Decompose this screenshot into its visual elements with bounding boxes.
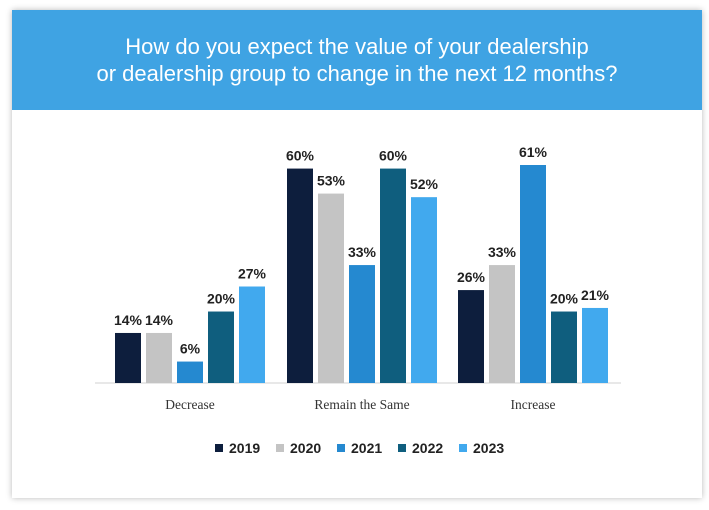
chart-card: How do you expect the value of your deal…: [12, 10, 702, 498]
legend-label-2022: 2022: [412, 440, 443, 456]
value-label-remain-the-same-2023: 52%: [410, 176, 439, 192]
value-label-remain-the-same-2021: 33%: [348, 244, 377, 260]
value-label-decrease-2020: 14%: [145, 312, 174, 328]
bar-decrease-2023: [239, 286, 265, 383]
bar-remain-the-same-2021: [349, 265, 375, 383]
chart-title: How do you expect the value of your deal…: [96, 34, 618, 86]
category-label-decrease: Decrease: [165, 397, 214, 412]
value-label-increase-2021: 61%: [519, 144, 548, 160]
legend-swatch-2019: [215, 444, 223, 452]
legend-swatch-2022: [398, 444, 406, 452]
value-label-decrease-2019: 14%: [114, 312, 143, 328]
value-label-decrease-2021: 6%: [180, 341, 201, 357]
bar-decrease-2019: [115, 332, 141, 383]
bar-decrease-2022: [208, 311, 234, 383]
value-label-increase-2020: 33%: [488, 244, 517, 260]
bar-increase-2022: [551, 311, 577, 383]
category-labels-group: Decrease Remain the Same Increase: [165, 397, 555, 412]
value-label-remain-the-same-2020: 53%: [317, 173, 346, 189]
bar-increase-2020: [489, 265, 515, 383]
legend-swatch-2023: [459, 444, 467, 452]
value-labels-group: 14% 14%6%20%27%60%53%33%60%52%26%33%61%20…: [114, 144, 610, 357]
bar-increase-2019: [458, 290, 484, 383]
bar-remain-the-same-2020: [318, 193, 344, 383]
category-label-increase: Increase: [511, 397, 556, 412]
value-label-decrease-2022: 20%: [207, 291, 236, 307]
legend-swatch-2021: [337, 444, 345, 452]
value-label-decrease-2023: 27%: [238, 266, 267, 282]
bar-remain-the-same-2023: [411, 197, 437, 383]
bars-group: [115, 165, 608, 383]
bar-decrease-2020: [146, 332, 172, 383]
value-label-remain-the-same-2022: 60%: [379, 148, 408, 164]
chart-header: How do you expect the value of your deal…: [12, 10, 702, 110]
bar-increase-2023: [582, 307, 608, 383]
legend-swatch-2020: [276, 444, 284, 452]
bar-decrease-2021: [177, 361, 203, 383]
bar-remain-the-same-2022: [380, 168, 406, 383]
legend-label-2023: 2023: [473, 440, 504, 456]
value-label-increase-2022: 20%: [550, 291, 579, 307]
value-label-increase-2023: 21%: [581, 287, 610, 303]
legend: 2019 2020 2021 2022 2023: [215, 440, 504, 456]
bar-increase-2021: [520, 165, 546, 383]
bar-remain-the-same-2019: [287, 168, 313, 383]
legend-label-2021: 2021: [351, 440, 382, 456]
value-label-increase-2019: 26%: [457, 269, 486, 285]
category-label-remain-the-same: Remain the Same: [314, 397, 409, 412]
value-label-remain-the-same-2019: 60%: [286, 148, 315, 164]
legend-label-2019: 2019: [229, 440, 260, 456]
legend-label-2020: 2020: [290, 440, 321, 456]
